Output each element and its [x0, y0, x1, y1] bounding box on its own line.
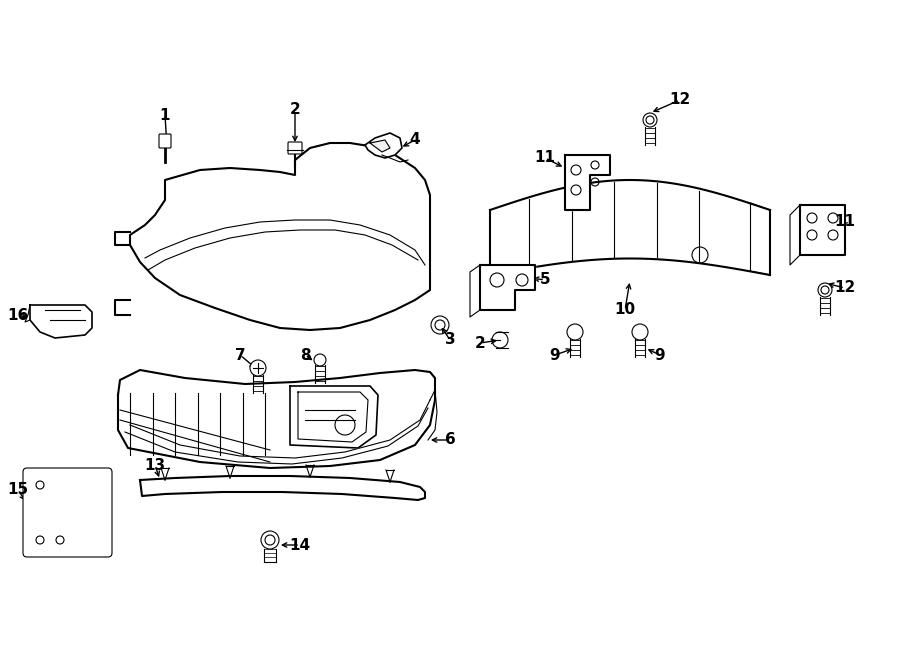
Circle shape [314, 354, 326, 366]
Text: 3: 3 [445, 332, 455, 348]
FancyBboxPatch shape [288, 142, 302, 154]
Text: 10: 10 [615, 303, 635, 317]
Text: 14: 14 [290, 537, 310, 553]
Text: 2: 2 [290, 102, 301, 118]
Text: 5: 5 [540, 272, 550, 288]
Polygon shape [130, 143, 430, 330]
Polygon shape [480, 265, 535, 310]
Circle shape [643, 113, 657, 127]
Text: 7: 7 [235, 348, 246, 362]
Polygon shape [365, 133, 402, 158]
Polygon shape [118, 370, 435, 468]
Text: 13: 13 [144, 457, 166, 473]
Circle shape [567, 324, 583, 340]
Text: 4: 4 [410, 132, 420, 147]
Polygon shape [140, 476, 425, 500]
Text: 16: 16 [7, 307, 29, 323]
FancyBboxPatch shape [23, 468, 112, 557]
Circle shape [821, 286, 829, 294]
Text: 11: 11 [535, 151, 555, 165]
Circle shape [632, 324, 648, 340]
Circle shape [261, 531, 279, 549]
Text: 8: 8 [300, 348, 310, 362]
Polygon shape [565, 155, 610, 210]
Text: 15: 15 [7, 483, 29, 498]
Text: 2: 2 [474, 336, 485, 350]
Circle shape [818, 283, 832, 297]
Circle shape [250, 360, 266, 376]
Text: 9: 9 [654, 348, 665, 362]
Polygon shape [30, 305, 92, 338]
Polygon shape [290, 386, 378, 448]
Polygon shape [25, 470, 110, 555]
Text: 12: 12 [670, 93, 690, 108]
Circle shape [265, 535, 275, 545]
Text: 11: 11 [834, 215, 856, 229]
Text: 9: 9 [550, 348, 561, 362]
Text: 1: 1 [160, 108, 170, 122]
FancyBboxPatch shape [159, 134, 171, 148]
Text: 6: 6 [445, 432, 455, 447]
Polygon shape [800, 205, 845, 255]
Polygon shape [370, 140, 390, 152]
Text: 12: 12 [834, 280, 856, 295]
Circle shape [646, 116, 654, 124]
